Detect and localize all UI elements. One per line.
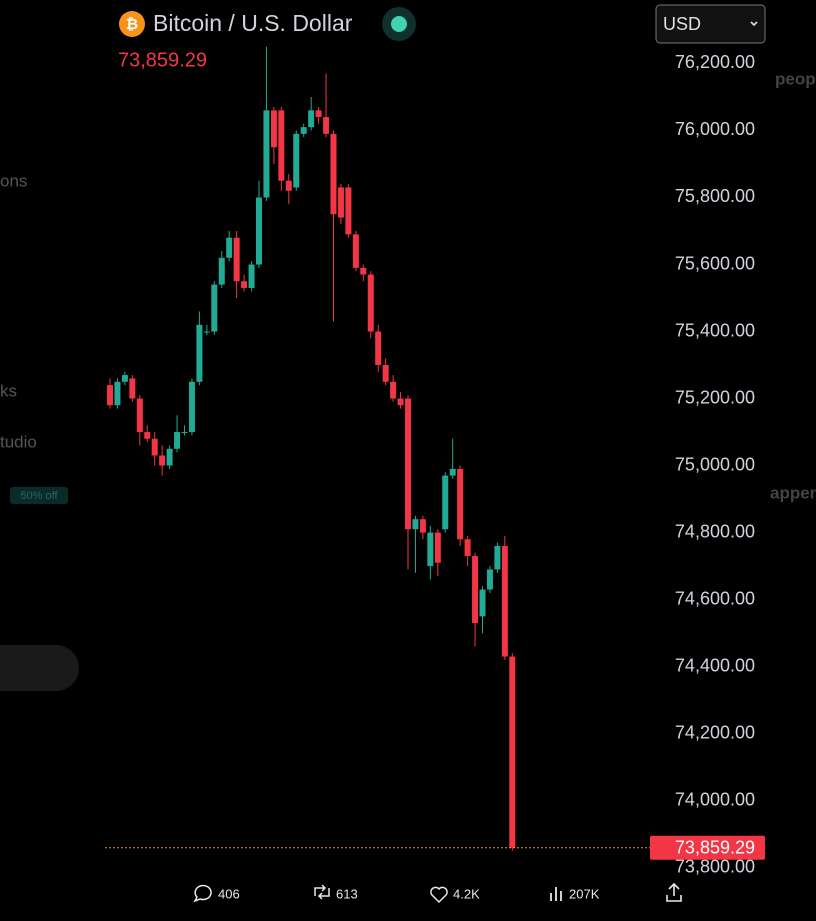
- status-dot: [391, 16, 407, 32]
- candle-body: [375, 331, 382, 366]
- sidebar-text: peop: [775, 69, 816, 88]
- candle-body: [151, 438, 158, 456]
- y-tick-label: 74,600.00: [675, 588, 755, 608]
- candle-body: [315, 110, 322, 118]
- y-tick-label: 75,400.00: [675, 320, 755, 340]
- candle-body: [449, 468, 456, 476]
- candle-body: [367, 274, 374, 332]
- candle-body: [107, 385, 113, 406]
- candle-body: [434, 532, 441, 563]
- repost-icon[interactable]: [314, 884, 330, 900]
- candle-body: [114, 381, 121, 406]
- y-tick-label: 73,800.00: [675, 856, 755, 876]
- chart-panel: [105, 0, 770, 875]
- candle-body: [270, 110, 277, 148]
- select-arrow: [750, 21, 758, 27]
- reply-icon[interactable]: [193, 884, 212, 903]
- btc-icon: [119, 11, 145, 37]
- y-tick-label: 76,000.00: [675, 119, 755, 139]
- y-tick-label: 74,200.00: [675, 722, 755, 742]
- y-tick-label: 75,200.00: [675, 387, 755, 407]
- candle-body: [211, 284, 218, 332]
- like-count: 4.2K: [453, 886, 480, 901]
- repost-count: 613: [336, 886, 358, 901]
- candle-body: [181, 432, 188, 434]
- candle-body: [472, 556, 479, 624]
- candle-body: [300, 127, 307, 134]
- last-price-tag: [650, 835, 765, 860]
- candle-body: [285, 180, 292, 191]
- y-tick-label: 75,800.00: [675, 186, 755, 206]
- candle-body: [323, 117, 330, 134]
- candle-body: [494, 545, 501, 570]
- y-tick-label: 74,800.00: [675, 521, 755, 541]
- candle-body: [479, 589, 486, 617]
- candle-body: [427, 532, 434, 567]
- candle-body: [419, 519, 426, 533]
- candle-body: [412, 519, 419, 530]
- y-tick-label: 75,000.00: [675, 454, 755, 474]
- candle-body: [159, 455, 166, 466]
- candle-body: [233, 237, 240, 282]
- badge-text: 50% off: [20, 490, 58, 502]
- views-icon[interactable]: [550, 887, 562, 901]
- y-tick-label: 75,600.00: [675, 253, 755, 273]
- candle-body: [442, 475, 449, 530]
- candle-body: [382, 365, 389, 382]
- candle-body: [501, 545, 508, 657]
- sidebar-text: ks: [0, 381, 17, 400]
- candle-body: [241, 281, 248, 288]
- candle-body: [278, 110, 285, 181]
- candle-body: [397, 398, 404, 406]
- candle-body: [293, 133, 300, 188]
- candle-body: [166, 448, 173, 466]
- badge: [10, 487, 68, 504]
- candle-body: [405, 398, 411, 530]
- btc-icon-glyph: ₿: [126, 16, 138, 33]
- price-label: 73,859.29: [118, 49, 207, 71]
- candle-body: [226, 237, 233, 258]
- candle-body: [352, 234, 359, 268]
- candle-body: [144, 432, 151, 439]
- candle-body: [509, 656, 516, 848]
- share-icon[interactable]: [666, 882, 682, 902]
- y-tick-label: 76,200.00: [675, 52, 755, 72]
- candle-body: [263, 110, 270, 198]
- currency-text: USD: [663, 14, 701, 34]
- candle-body: [457, 468, 464, 540]
- candle-body: [330, 133, 337, 215]
- sidebar-button[interactable]: [0, 645, 79, 691]
- candle-body: [136, 398, 143, 433]
- sidebar-text: ons: [0, 171, 27, 190]
- candle-body: [256, 197, 262, 265]
- sidebar-text: tudio: [0, 432, 37, 451]
- candle-body: [345, 187, 352, 235]
- candle-body: [360, 267, 367, 275]
- y-tick-label: 74,400.00: [675, 655, 755, 675]
- candle-body: [337, 187, 344, 218]
- like-icon[interactable]: [430, 886, 448, 904]
- candle-body: [486, 569, 493, 590]
- candle-body: [129, 378, 136, 399]
- sidebar-text: appen: [770, 483, 816, 502]
- candle-body: [464, 539, 471, 557]
- last-price-tag-label: 73,859.29: [675, 838, 755, 858]
- candle-body: [203, 331, 210, 333]
- reply-count: 406: [218, 886, 240, 901]
- candle-body: [218, 257, 225, 285]
- views-count: 207K: [569, 886, 600, 901]
- currency-select[interactable]: [655, 4, 766, 44]
- candle-body: [248, 264, 255, 288]
- candle-body: [390, 381, 397, 399]
- candle-body: [174, 432, 181, 449]
- chart-title: Bitcoin / U.S. Dollar: [153, 10, 353, 36]
- candle-body: [196, 324, 203, 382]
- candle-body: [121, 375, 128, 382]
- candle-body: [308, 110, 315, 128]
- candle-body: [188, 381, 195, 433]
- y-tick-label: 74,000.00: [675, 789, 755, 809]
